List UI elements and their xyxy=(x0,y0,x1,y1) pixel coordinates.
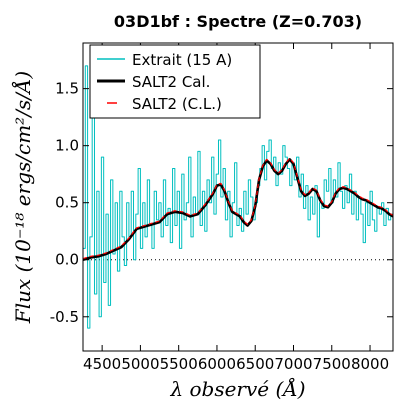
series-line-2 xyxy=(83,157,393,260)
x-tick-label: 5500 xyxy=(160,355,198,373)
y-tick-label: 0.5 xyxy=(55,194,79,212)
x-tick-label: 8000 xyxy=(351,355,389,373)
x-tick-label: 7000 xyxy=(274,355,312,373)
x-tick-label: 7500 xyxy=(313,355,351,373)
series-line-0 xyxy=(83,65,393,329)
x-tick-label: 6000 xyxy=(198,355,236,373)
plot-frame xyxy=(82,42,394,352)
x-axis-label: λ observé (Å) xyxy=(169,376,305,400)
x-tick-label: 4500 xyxy=(83,355,121,373)
y-tick-label: -0.5 xyxy=(50,308,79,326)
legend-label-salt2-cl: SALT2 (C.L.) xyxy=(132,95,222,113)
y-axis-label: Flux (10⁻¹⁸ ergs/cm²/s/Å) xyxy=(10,71,35,324)
series-layer xyxy=(83,65,393,329)
legend: Extrait (15 A) SALT2 Cal. SALT2 (C.L.) xyxy=(89,44,261,119)
chart-title: 03D1bf : Spectre (Z=0.703) xyxy=(114,12,362,31)
x-tick-label: 5000 xyxy=(121,355,159,373)
series-line-1 xyxy=(83,158,393,261)
legend-label-extrait: Extrait (15 A) xyxy=(132,51,232,69)
tick-layer: 4500 5000 5500 6000 6500 7000 7500 8000 -0.5 0.0 0… xyxy=(50,43,393,373)
y-tick-label: 1.0 xyxy=(55,137,79,155)
y-tick-label: 0.0 xyxy=(55,251,79,269)
x-tick-label: 6500 xyxy=(236,355,274,373)
y-tick-label: 1.5 xyxy=(55,80,79,98)
legend-label-salt2-cal: SALT2 Cal. xyxy=(132,73,210,91)
